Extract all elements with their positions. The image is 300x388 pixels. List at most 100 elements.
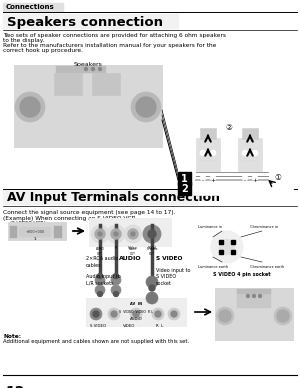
Circle shape [210,150,216,156]
Bar [238,138,262,160]
Bar [231,250,235,254]
Bar [89,218,171,246]
Circle shape [111,229,121,239]
Circle shape [252,175,258,181]
Circle shape [242,175,248,181]
Circle shape [98,232,102,236]
Circle shape [219,239,235,255]
Text: correct hook up procedure.: correct hook up procedure. [3,48,83,53]
Circle shape [277,310,289,322]
Text: Video input to
S VIDEO
socket: Video input to S VIDEO socket [156,268,190,286]
Text: +: + [253,178,257,184]
Circle shape [274,307,292,325]
Text: AUDIO: AUDIO [119,256,142,260]
Circle shape [253,294,256,298]
Bar [19,227,51,237]
Circle shape [111,285,121,295]
Text: 1: 1 [181,173,188,184]
Bar [14,65,162,147]
Circle shape [247,294,250,298]
Text: Speakers connection: Speakers connection [7,16,163,29]
Bar [238,149,262,171]
Bar [196,138,220,160]
Text: 1: 1 [34,237,36,241]
Text: Note:: Note: [3,334,21,339]
Text: R  L: R L [156,324,163,328]
Bar [237,289,271,294]
Bar [200,128,216,139]
Circle shape [130,308,142,320]
Text: Luminance in: Luminance in [198,225,222,229]
Bar [215,288,293,340]
Text: Additional equipment and cables shown are not supplied with this set.: Additional equipment and cables shown ar… [3,339,189,344]
Circle shape [107,225,125,243]
Text: S-Vid: S-Vid [148,246,156,250]
Circle shape [152,308,164,320]
Circle shape [85,68,88,71]
Bar [178,55,293,185]
Circle shape [91,225,109,243]
Text: Audio input to
L/R sockets: Audio input to L/R sockets [86,274,121,286]
Text: (Example) When connecting an S VIDEO VCR: (Example) When connecting an S VIDEO VCR [3,216,136,221]
Bar [242,128,258,139]
Circle shape [146,276,158,288]
Bar [242,149,258,160]
Circle shape [222,121,236,135]
Text: to the display.: to the display. [3,38,44,43]
Circle shape [168,308,180,320]
Circle shape [98,68,101,71]
Circle shape [200,150,206,156]
Circle shape [108,308,120,320]
Circle shape [271,171,285,185]
Bar [196,149,220,171]
Circle shape [171,311,177,317]
Circle shape [90,308,102,320]
Circle shape [124,225,142,243]
Text: +: + [211,178,215,184]
Text: Video: Video [128,246,138,250]
Circle shape [155,311,161,317]
Text: AUDIO
OUT: AUDIO OUT [96,247,104,256]
Circle shape [114,232,118,236]
Text: S VIDEO 4 pin socket: S VIDEO 4 pin socket [213,272,271,277]
Circle shape [95,275,105,285]
Text: Connect the signal source equipment (see page 14 to 17).: Connect the signal source equipment (see… [3,210,176,215]
Circle shape [148,230,156,238]
Circle shape [210,175,216,181]
Circle shape [216,307,234,325]
Circle shape [252,150,258,156]
Circle shape [92,68,94,71]
Text: Refer to the manufacturers installation manual for your speakers for the: Refer to the manufacturers installation … [3,43,216,48]
Text: Chrominance earth: Chrominance earth [250,265,284,269]
Circle shape [111,275,121,285]
Circle shape [95,229,105,239]
Text: +000+000: +000+000 [26,230,45,234]
Circle shape [95,285,105,295]
Text: S VIDEO: S VIDEO [156,256,182,260]
Bar [3,14,178,28]
Circle shape [219,310,231,322]
Circle shape [131,92,161,122]
Bar [92,73,120,95]
Bar [56,66,106,73]
Text: Connections: Connections [6,4,55,10]
Text: AUDIO: AUDIO [130,317,142,321]
Text: Video
OUT: Video OUT [129,247,137,256]
Bar [8,222,66,240]
Text: Luminance earth: Luminance earth [198,265,228,269]
Circle shape [133,311,139,317]
Text: Two sets of speaker connections are provided for attaching 6 ohm speakers: Two sets of speaker connections are prov… [3,33,226,38]
Circle shape [131,232,135,236]
Text: 12: 12 [5,385,25,388]
Text: Speakers: Speakers [74,62,102,67]
Bar [219,240,223,244]
Bar [231,240,235,244]
Circle shape [149,285,155,291]
Circle shape [242,150,248,156]
Bar [178,125,293,195]
Circle shape [113,274,119,279]
Circle shape [200,175,206,181]
Text: S  VIDEO  VIDEO  R L: S VIDEO VIDEO R L [119,310,153,314]
Circle shape [146,292,158,304]
Circle shape [211,231,243,263]
